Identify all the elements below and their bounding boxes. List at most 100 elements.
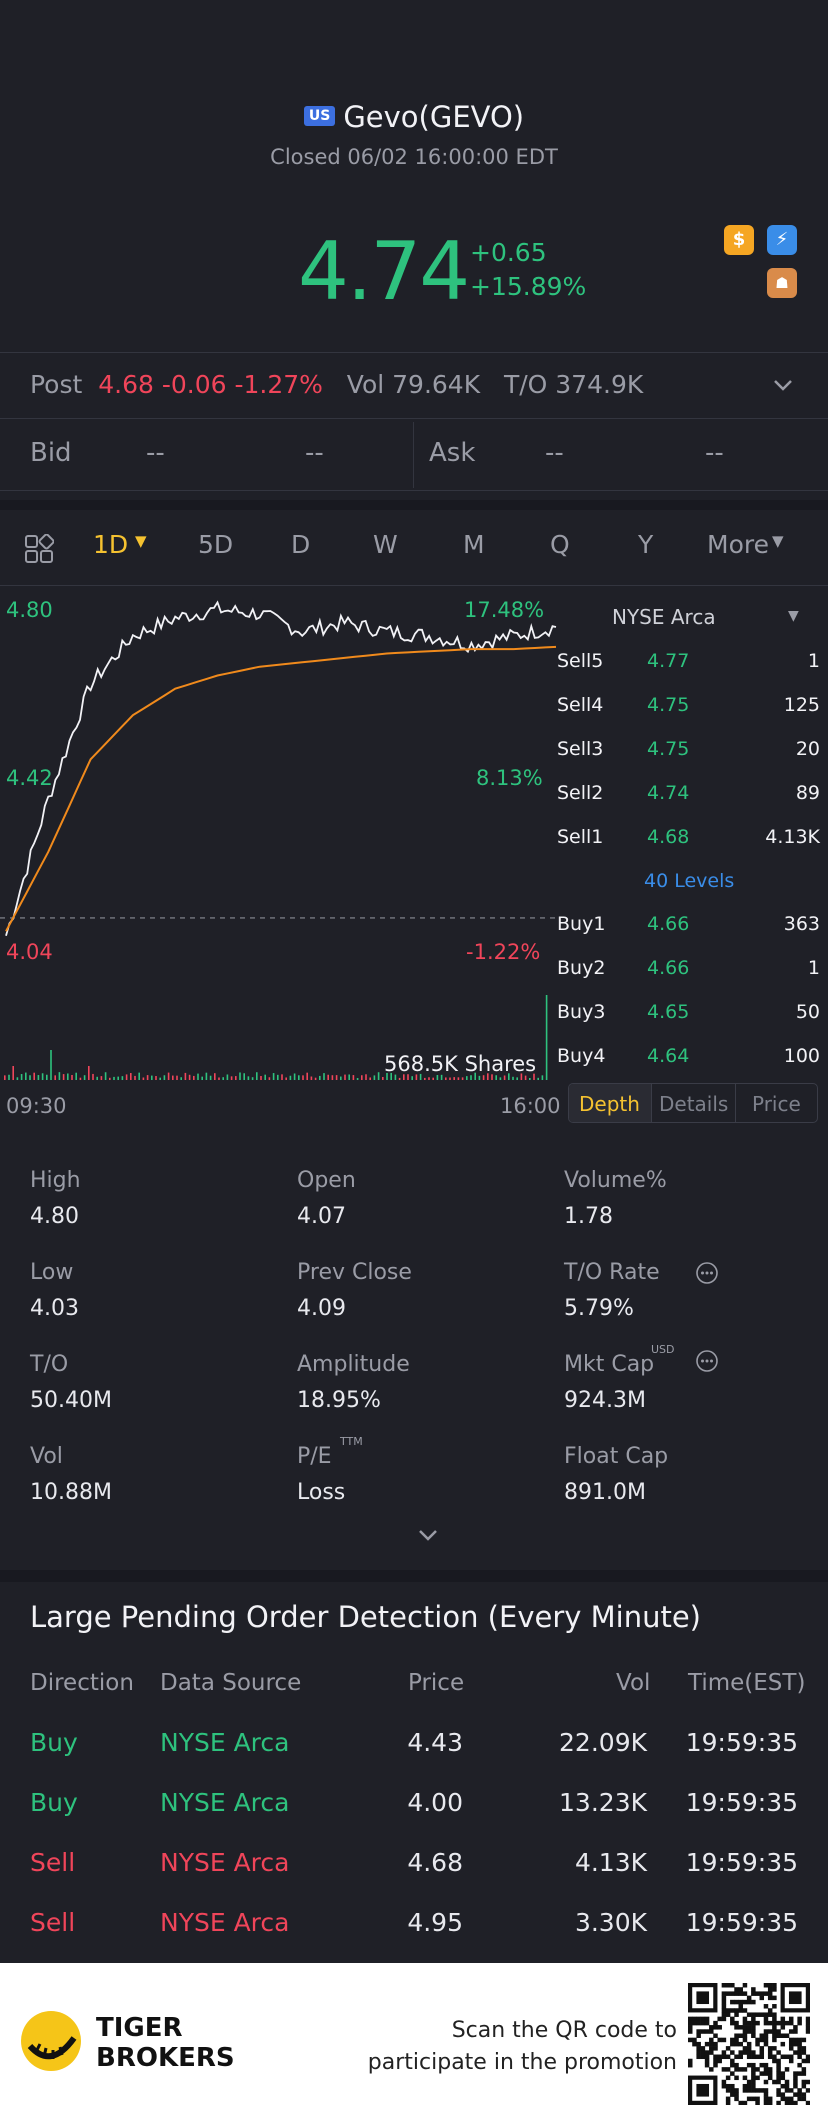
- volume-bar: [470, 1075, 472, 1080]
- more-dropdown-icon[interactable]: ▼: [772, 532, 784, 550]
- more-info-icon[interactable]: [695, 1349, 719, 1373]
- stat-high-label: High: [30, 1168, 81, 1193]
- orderbook-row: Buy1 4.66 363: [555, 913, 828, 941]
- chart-canvas: [0, 600, 557, 1080]
- order-vol: 22.09K: [559, 1728, 647, 1757]
- order-price: 4.00: [407, 1788, 463, 1817]
- stat-to-value: 50.40M: [30, 1388, 112, 1413]
- orderbook-label: Sell4: [557, 694, 604, 716]
- order-vol: 13.23K: [559, 1788, 647, 1817]
- volume-bar: [314, 1077, 317, 1080]
- levels-link[interactable]: 40 Levels: [644, 870, 735, 892]
- more-info-icon[interactable]: [695, 1261, 719, 1285]
- volume-bar: [37, 1075, 40, 1080]
- volume-bar: [104, 1072, 107, 1080]
- post-market-row: Post 4.68 -0.06 -1.27% Vol 79.64K T/O 37…: [30, 370, 643, 399]
- volume-bar: [289, 1075, 292, 1080]
- volume-bar: [436, 1075, 439, 1080]
- volume-label: 568.5K Shares: [384, 1052, 537, 1076]
- education-icon[interactable]: ☗: [767, 268, 797, 298]
- volume-bar: [201, 1076, 203, 1080]
- volume-bar: [361, 1075, 363, 1080]
- qr-code[interactable]: [688, 1983, 810, 2105]
- tab-m[interactable]: M: [463, 530, 485, 559]
- stat-torate-value: 5.79%: [564, 1296, 634, 1321]
- x-end-label: 16:00: [500, 1094, 561, 1118]
- post-price: 4.68: [98, 370, 154, 399]
- pe-ttm: TTM: [340, 1435, 363, 1448]
- volume-bar: [529, 1077, 531, 1080]
- volume-bar: [407, 1074, 409, 1080]
- grid-layout-icon[interactable]: [24, 534, 54, 564]
- volume-bar: [16, 1077, 19, 1080]
- mktcap-currency: USD: [651, 1343, 675, 1356]
- chevron-down-icon[interactable]: [772, 378, 794, 392]
- tab-1d[interactable]: 1D: [93, 530, 129, 559]
- intraday-chart[interactable]: [0, 585, 560, 1085]
- volume-bar: [377, 1072, 380, 1080]
- stat-low-value: 4.03: [30, 1296, 79, 1321]
- volume-bar: [356, 1077, 359, 1080]
- volume-bar: [466, 1076, 468, 1080]
- last-price: 4.74: [298, 225, 470, 318]
- seg-details[interactable]: Details: [659, 1092, 729, 1116]
- volume-bar: [310, 1076, 313, 1080]
- flash-icon[interactable]: ⚡: [767, 225, 797, 255]
- ask-price: --: [545, 438, 564, 468]
- tab-more[interactable]: More: [707, 530, 769, 559]
- orderbook-label: Sell1: [557, 826, 604, 848]
- expand-chevron-icon[interactable]: [417, 1528, 439, 1542]
- volume-bar: [96, 1076, 98, 1080]
- volume-bar: [176, 1075, 178, 1080]
- volume-bar: [218, 1077, 220, 1080]
- volume-bar: [226, 1074, 229, 1080]
- tab-q[interactable]: Q: [550, 530, 570, 559]
- tab-5d[interactable]: 5D: [198, 530, 234, 559]
- volume-bar: [62, 1074, 65, 1080]
- volume-bar: [415, 1074, 418, 1080]
- post-to: 374.9K: [555, 370, 644, 399]
- volume-bar: [424, 1077, 426, 1080]
- period-tabs: 1D ▼ 5D D W M Q Y More ▼: [0, 530, 828, 570]
- volume-bar: [188, 1074, 191, 1080]
- volume-bar: [478, 1075, 481, 1080]
- volume-bar: [457, 1077, 460, 1080]
- seg-price[interactable]: Price: [752, 1092, 801, 1116]
- orderbook-price: 4.64: [647, 1045, 690, 1067]
- stat-prev-value: 4.09: [297, 1296, 346, 1321]
- seg-depth[interactable]: Depth: [579, 1092, 640, 1116]
- orderbook-label: Sell5: [557, 650, 604, 672]
- orderbook-row: Buy3 4.65 50: [555, 1001, 828, 1029]
- dollar-icon[interactable]: $: [724, 225, 754, 255]
- tab-d[interactable]: D: [291, 530, 311, 559]
- x-start-label: 09:30: [6, 1094, 67, 1118]
- volume-bar: [302, 1075, 304, 1080]
- stock-name: Gevo(GEVO): [343, 100, 525, 134]
- volume-bar: [67, 1073, 69, 1080]
- volume-bar: [306, 1072, 308, 1080]
- volume-bar: [155, 1076, 157, 1080]
- stat-to-label: T/O: [30, 1352, 69, 1377]
- promo-footer: TIGER BROKERS Scan the QR code to partic…: [0, 1963, 828, 2125]
- tab-y[interactable]: Y: [638, 530, 654, 559]
- exchange-dropdown-icon[interactable]: ▼: [788, 608, 799, 624]
- market-badge: US: [303, 106, 336, 126]
- y-high-label: 4.80: [6, 598, 53, 622]
- order-src: NYSE Arca: [160, 1908, 290, 1937]
- tab-w[interactable]: W: [373, 530, 398, 559]
- order-time: 19:59:35: [685, 1908, 798, 1937]
- volume-bar: [8, 1074, 10, 1080]
- orderbook-price: 4.65: [647, 1001, 690, 1023]
- volume-bar: [113, 1076, 115, 1080]
- volume-bar: [419, 1073, 422, 1080]
- order-vol: 4.13K: [574, 1848, 647, 1877]
- exchange-selector[interactable]: NYSE Arca: [612, 605, 716, 629]
- order-time: 19:59:35: [685, 1728, 798, 1757]
- volume-bar: [331, 1075, 334, 1080]
- stat-float-value: 891.0M: [564, 1480, 646, 1505]
- stock-title: US Gevo(GEVO): [0, 100, 828, 134]
- tab-1d-dropdown-icon[interactable]: ▼: [135, 532, 147, 550]
- volume-bar: [88, 1066, 90, 1080]
- market-status: Closed 06/02 16:00:00 EDT: [270, 145, 558, 169]
- orderbook-row: Sell5 4.77 1: [555, 650, 828, 678]
